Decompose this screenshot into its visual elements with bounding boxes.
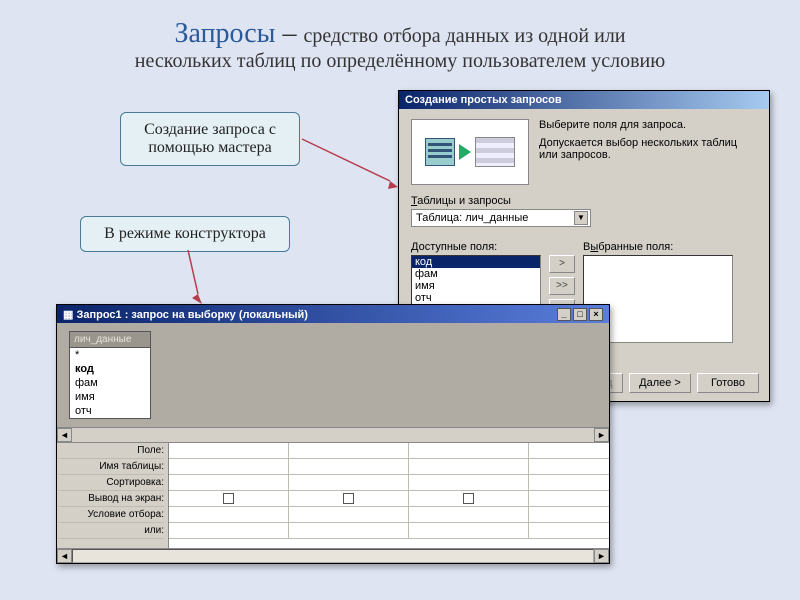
grid-label-sort: Сортировка:	[57, 475, 164, 491]
callout-wizard: Создание запроса с помощью мастера	[120, 112, 300, 166]
query-design-grid[interactable]: Поле: Имя таблицы: Сортировка: Вывод на …	[57, 443, 609, 548]
page-title: Запросы – средство отбора данных из одно…	[40, 18, 760, 73]
database-icon	[425, 138, 455, 166]
grid-horizontal-scrollbar[interactable]: ◄ ►	[57, 548, 609, 563]
tables-combo[interactable]: Таблица: лич_данные ▼	[411, 209, 591, 227]
wizard-instructions: Выберите поля для запроса. Допускается в…	[539, 119, 757, 185]
list-item[interactable]: имя	[70, 390, 150, 404]
maximize-icon[interactable]: □	[573, 308, 587, 321]
scroll-left-icon[interactable]: ◄	[57, 428, 72, 442]
list-item[interactable]: *	[70, 348, 150, 362]
grid-label-show: Вывод на экран:	[57, 491, 164, 507]
table-name-label: лич_данные	[70, 332, 150, 348]
callout-wizard-l2: помощью мастера	[135, 139, 285, 157]
show-checkbox[interactable]	[343, 493, 354, 504]
grid-label-table: Имя таблицы:	[57, 459, 164, 475]
finish-button[interactable]: Готово	[697, 373, 759, 393]
title-rest2: нескольких таблиц по определённому польз…	[40, 50, 760, 73]
list-item[interactable]: код	[70, 362, 150, 376]
scroll-left-icon[interactable]: ◄	[57, 549, 72, 563]
move-right-button[interactable]: >	[549, 255, 575, 273]
designer-window: ▦ Запрос1 : запрос на выборку (локальный…	[56, 304, 610, 564]
list-item[interactable]: отч	[412, 292, 540, 304]
scroll-right-icon[interactable]: ►	[594, 428, 609, 442]
list-item[interactable]: имя	[412, 280, 540, 292]
title-rest1: средство отбора данных из одной или	[304, 25, 626, 47]
designer-title-text: Запрос1 : запрос на выборку (локальный)	[76, 309, 307, 321]
list-item[interactable]: отч	[70, 404, 150, 418]
wizard-title-text: Создание простых запросов	[405, 94, 562, 106]
horizontal-scrollbar[interactable]: ◄ ►	[57, 427, 609, 442]
arrow-to-wizard	[298, 125, 402, 195]
designer-top-pane: лич_данные * код фам имя отч ◄ ►	[57, 323, 609, 443]
combo-value: Таблица: лич_данные	[416, 212, 528, 224]
wizard-instr2: Допускается выбор нескольких таблиц или …	[539, 137, 757, 161]
list-item[interactable]: код	[412, 256, 540, 268]
chevron-down-icon[interactable]: ▼	[574, 211, 588, 225]
show-checkbox[interactable]	[463, 493, 474, 504]
wizard-instr1: Выберите поля для запроса.	[539, 119, 757, 131]
window-icon: ▦	[63, 309, 76, 321]
title-accent: Запросы	[174, 18, 275, 49]
grid-label-field: Поле:	[57, 443, 164, 459]
table-field-list[interactable]: лич_данные * код фам имя отч	[69, 331, 151, 419]
wizard-illustration	[411, 119, 529, 185]
selected-fields-label: Выбранные поля:	[583, 241, 733, 253]
wizard-titlebar[interactable]: Создание простых запросов	[399, 91, 769, 109]
tables-label: Таблицы и запросы	[411, 195, 757, 207]
scroll-right-icon[interactable]: ►	[594, 549, 609, 563]
arrow-to-designer	[178, 248, 218, 308]
arrow-right-icon	[459, 144, 471, 160]
table-icon	[475, 137, 515, 167]
list-item[interactable]: фам	[412, 268, 540, 280]
available-fields-label: Доступные поля:	[411, 241, 541, 253]
title-dash: –	[276, 18, 304, 49]
list-item[interactable]: фам	[70, 376, 150, 390]
close-icon[interactable]: ×	[589, 308, 603, 321]
grid-label-or: или:	[57, 523, 164, 539]
callout-designer: В режиме конструктора	[80, 216, 290, 252]
callout-wizard-l1: Создание запроса с	[135, 121, 285, 139]
grid-label-criteria: Условие отбора:	[57, 507, 164, 523]
move-all-right-button[interactable]: >>	[549, 277, 575, 295]
minimize-icon[interactable]: _	[557, 308, 571, 321]
callout-designer-text: В режиме конструктора	[104, 225, 266, 242]
next-button[interactable]: Далее >	[629, 373, 691, 393]
designer-titlebar[interactable]: ▦ Запрос1 : запрос на выборку (локальный…	[57, 305, 609, 323]
show-checkbox[interactable]	[223, 493, 234, 504]
